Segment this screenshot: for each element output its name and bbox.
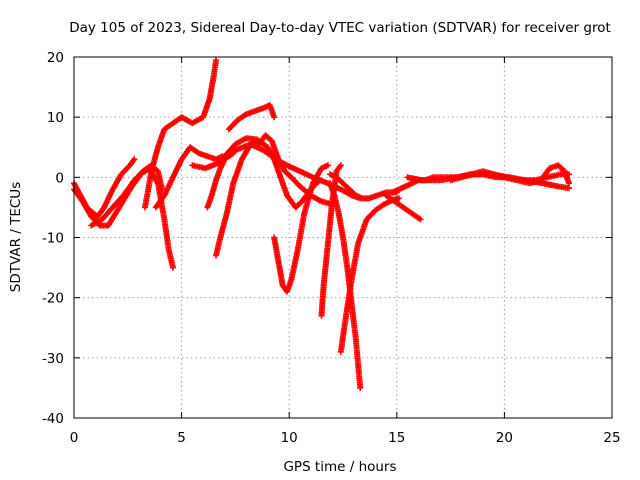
data-point-marker bbox=[566, 185, 572, 192]
series-arc-11 bbox=[256, 132, 336, 208]
x-tick-label: 0 bbox=[70, 430, 79, 446]
y-tick-label: 10 bbox=[47, 110, 64, 126]
series-arc-20 bbox=[404, 171, 572, 192]
data-point-marker bbox=[357, 384, 364, 391]
x-tick-label: 10 bbox=[281, 430, 298, 446]
data-point-marker bbox=[170, 264, 176, 271]
series-arc-4 bbox=[142, 57, 219, 211]
x-tick-label: 15 bbox=[388, 430, 405, 446]
data-point-marker bbox=[324, 162, 331, 169]
data-point-marker bbox=[271, 114, 278, 121]
x-tick-label: 25 bbox=[603, 430, 620, 446]
series-arc-16 bbox=[327, 180, 364, 391]
grid-layer bbox=[74, 57, 612, 418]
series-arc-10 bbox=[221, 135, 323, 211]
chart-title: Day 105 of 2023, Sidereal Day-to-day VTE… bbox=[69, 20, 611, 36]
tick-layer: 0 5 10 15 20 25 -40 -30 -20 -10 0 10 20 bbox=[42, 50, 621, 446]
data-point-marker bbox=[417, 216, 424, 223]
series-arc-18 bbox=[383, 192, 424, 223]
data-point-marker bbox=[230, 150, 237, 157]
y-tick-label: 0 bbox=[55, 170, 64, 186]
series-arc-7 bbox=[204, 150, 237, 211]
series-arc-13 bbox=[318, 162, 344, 319]
y-tick-label: -30 bbox=[42, 351, 64, 367]
y-tick-label: 20 bbox=[47, 50, 64, 66]
x-axis-label: GPS time / hours bbox=[283, 459, 396, 475]
x-tick-label: 5 bbox=[177, 430, 186, 446]
data-point-marker bbox=[159, 186, 166, 193]
plot-frame bbox=[73, 56, 613, 419]
y-tick-label: -10 bbox=[42, 231, 64, 247]
y-tick-label: -40 bbox=[42, 411, 64, 427]
series-arc-14 bbox=[327, 171, 400, 202]
series-arc-9 bbox=[225, 102, 278, 133]
data-point-marker bbox=[337, 162, 344, 169]
series-arc-5 bbox=[152, 144, 226, 211]
data-point-marker bbox=[131, 156, 138, 163]
data-layer bbox=[71, 57, 572, 391]
y-axis-label: SDTVAR / TECUs bbox=[8, 182, 24, 292]
series-arc-12 bbox=[271, 162, 331, 295]
data-point-marker bbox=[396, 195, 402, 202]
series-arc-3 bbox=[88, 162, 166, 229]
data-point-marker bbox=[213, 57, 219, 63]
series-arc-8 bbox=[213, 138, 260, 259]
y-tick-label: -20 bbox=[42, 291, 64, 307]
x-tick-label: 20 bbox=[496, 430, 513, 446]
